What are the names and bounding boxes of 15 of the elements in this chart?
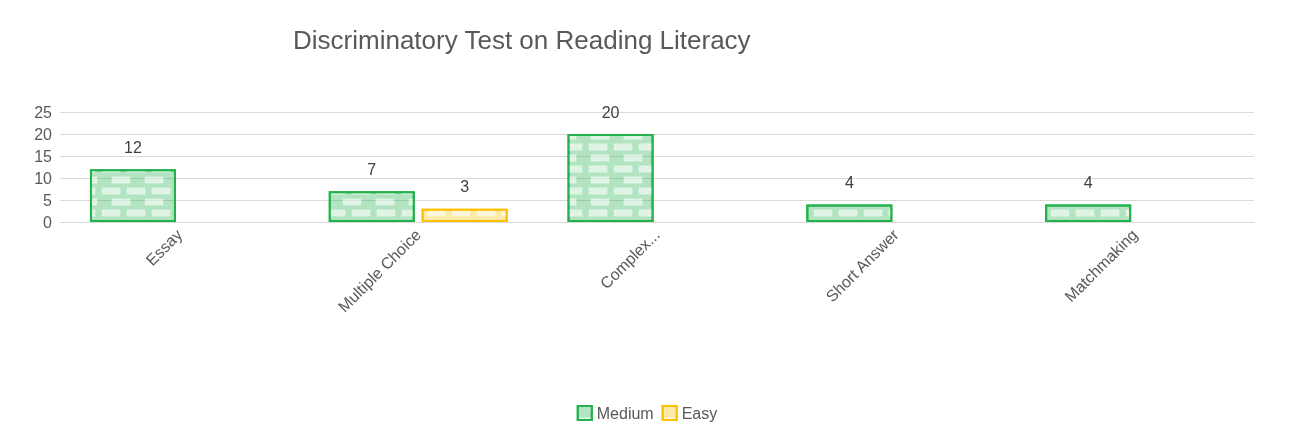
y-tick-label: 0 — [43, 213, 53, 231]
data-label: 3 — [460, 178, 470, 196]
data-label: 7 — [367, 160, 377, 178]
chart-title: Discriminatory Test on Reading Literacy — [293, 25, 751, 55]
y-tick-label: 5 — [43, 191, 53, 209]
data-label: 20 — [601, 103, 620, 121]
y-tick-label: 15 — [34, 147, 53, 165]
data-label: 4 — [844, 173, 854, 191]
y-tick-label: 20 — [34, 125, 53, 143]
y-tick-label: 25 — [34, 103, 53, 121]
y-tick-label: 10 — [34, 169, 53, 187]
legend-label: Easy — [681, 404, 718, 422]
data-label: 4 — [1083, 173, 1093, 191]
legend-label: Medium — [596, 404, 654, 422]
data-label: 12 — [124, 138, 142, 156]
